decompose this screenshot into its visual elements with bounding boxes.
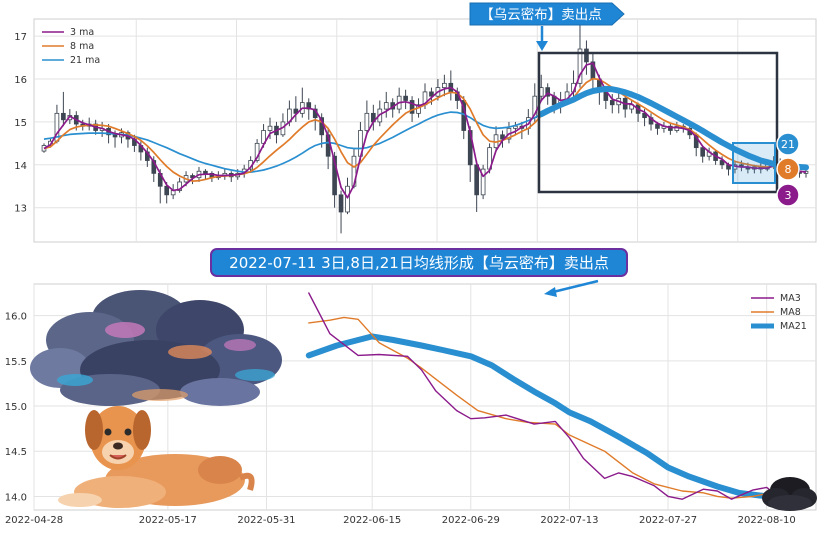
legend-label-MA8: MA8 bbox=[780, 307, 801, 318]
candle-body bbox=[203, 170, 208, 174]
middle-banner-text: 2022-07-11 3日,8日,21日均线形成【乌云密布】卖出点 bbox=[229, 254, 609, 272]
candle-body bbox=[474, 164, 479, 196]
candle-body bbox=[584, 48, 589, 63]
badge-ma8-circle bbox=[776, 157, 800, 181]
bottom-ma-lines bbox=[305, 292, 805, 505]
badge-ma21: 21 bbox=[776, 132, 800, 156]
candle-body bbox=[345, 185, 350, 213]
badge-ma8: 8 bbox=[776, 157, 800, 181]
candle-body bbox=[642, 112, 647, 119]
top-panel: 13 14 15 16 17 3 ma 8 ma 21 ma 21 8 3 bbox=[14, 2, 817, 243]
candle-body bbox=[364, 112, 370, 131]
candle-body bbox=[545, 87, 551, 97]
badge-ma3-label: 3 bbox=[785, 189, 792, 202]
badge-ma21-circle bbox=[776, 132, 800, 156]
badge-ma3: 3 bbox=[776, 183, 800, 207]
bottom-legend: MA3 MA8 MA21 bbox=[751, 293, 807, 332]
candle-body bbox=[700, 147, 705, 157]
top-banner: 【乌云密布】卖出点 bbox=[469, 2, 625, 26]
bottom-line-MA21 bbox=[305, 333, 805, 503]
legend-label-MA3: MA3 bbox=[780, 293, 801, 304]
bottom-y-tick-label: 15.0 bbox=[5, 402, 27, 413]
bottom-x-tick-label: 2022-06-29 bbox=[442, 515, 500, 526]
badge-ma8-label: 8 bbox=[785, 163, 792, 176]
candle-body bbox=[267, 125, 273, 131]
bottom-x-tick-label: 2022-07-13 bbox=[540, 515, 598, 526]
candle-body bbox=[164, 185, 170, 196]
bottom-y-tick-label: 16.0 bbox=[5, 312, 27, 323]
top-line-ma21-highlight bbox=[538, 85, 809, 171]
candle-body bbox=[480, 168, 486, 196]
top-y-tick-label: 16 bbox=[14, 75, 27, 86]
down-arrow-icon bbox=[536, 26, 548, 51]
top-y-axis: 13 14 15 16 17 bbox=[14, 32, 27, 215]
storm-cloud-illustration bbox=[30, 290, 282, 406]
candle-body bbox=[609, 100, 615, 106]
middle-banner: 2022-07-11 3日,8日,21日均线形成【乌云密布】卖出点 bbox=[210, 248, 628, 277]
bottom-y-tick-label: 14.0 bbox=[5, 492, 27, 503]
highlight-box-small bbox=[732, 142, 776, 184]
middle-banner-box bbox=[210, 248, 628, 277]
top-plot-frame bbox=[33, 18, 817, 243]
badge-ma21-label: 21 bbox=[781, 138, 795, 151]
dog-illustration bbox=[58, 406, 255, 508]
top-line-ma8 bbox=[43, 77, 807, 182]
top-legend: 3 ma 8 ma 21 ma bbox=[42, 27, 100, 66]
pointer-arrow-icon bbox=[544, 279, 599, 297]
top-banner-shape bbox=[469, 2, 625, 26]
bottom-line-MA3 bbox=[308, 292, 803, 505]
top-y-tick-label: 14 bbox=[14, 161, 27, 172]
candle-body bbox=[332, 155, 337, 196]
legend-label-ma8: 8 ma bbox=[70, 41, 94, 52]
top-y-tick-label: 13 bbox=[14, 204, 27, 215]
small-dark-cloud-illustration bbox=[762, 477, 817, 511]
bottom-x-axis: 2022-04-28 2022-05-17 2022-05-31 2022-06-15… bbox=[5, 515, 796, 526]
candle-body bbox=[338, 194, 344, 213]
bottom-panel: 14.0 14.5 15.0 15.5 16.0 2022-04-28 2022-05-1… bbox=[5, 248, 817, 526]
bottom-x-tick-label: 2022-05-31 bbox=[237, 515, 295, 526]
candle-body bbox=[403, 95, 408, 101]
legend-label-ma21: 21 ma bbox=[70, 55, 100, 66]
candle-body bbox=[293, 108, 299, 114]
highlight-box-large bbox=[537, 51, 779, 194]
bottom-x-tick-label: 2022-05-17 bbox=[139, 515, 197, 526]
legend-label-MA21: MA21 bbox=[780, 321, 807, 332]
bottom-y-tick-label: 15.5 bbox=[5, 357, 27, 368]
top-line-ma3 bbox=[43, 62, 807, 199]
candle-body bbox=[112, 134, 118, 138]
bottom-y-tick-label: 14.5 bbox=[5, 447, 27, 458]
bottom-x-tick-label: 2022-07-27 bbox=[639, 515, 697, 526]
top-banner-text: 【乌云密布】卖出点 bbox=[480, 6, 602, 23]
candle-body bbox=[61, 112, 66, 121]
candle-body bbox=[383, 102, 389, 110]
top-y-tick-label: 17 bbox=[14, 32, 27, 43]
candle-body bbox=[442, 82, 447, 89]
bottom-line-MA8 bbox=[308, 316, 803, 499]
bottom-x-tick-label: 2022-08-10 bbox=[738, 515, 796, 526]
candle-body bbox=[577, 48, 583, 84]
candle-body bbox=[409, 100, 415, 114]
legend-label-ma3: 3 ma bbox=[70, 27, 94, 38]
candle-body bbox=[500, 134, 505, 140]
candle-body bbox=[719, 160, 725, 166]
candle-body bbox=[429, 91, 434, 97]
candle-body bbox=[177, 181, 182, 191]
bottom-x-tick-label: 2022-04-28 bbox=[5, 515, 63, 526]
bottom-y-axis: 14.0 14.5 15.0 15.5 16.0 bbox=[5, 312, 27, 504]
candle-body bbox=[668, 125, 673, 131]
badge-ma3-circle bbox=[776, 183, 800, 207]
top-y-tick-label: 15 bbox=[14, 118, 27, 129]
top-ma-lines bbox=[43, 62, 809, 199]
bottom-x-tick-label: 2022-06-15 bbox=[343, 515, 401, 526]
